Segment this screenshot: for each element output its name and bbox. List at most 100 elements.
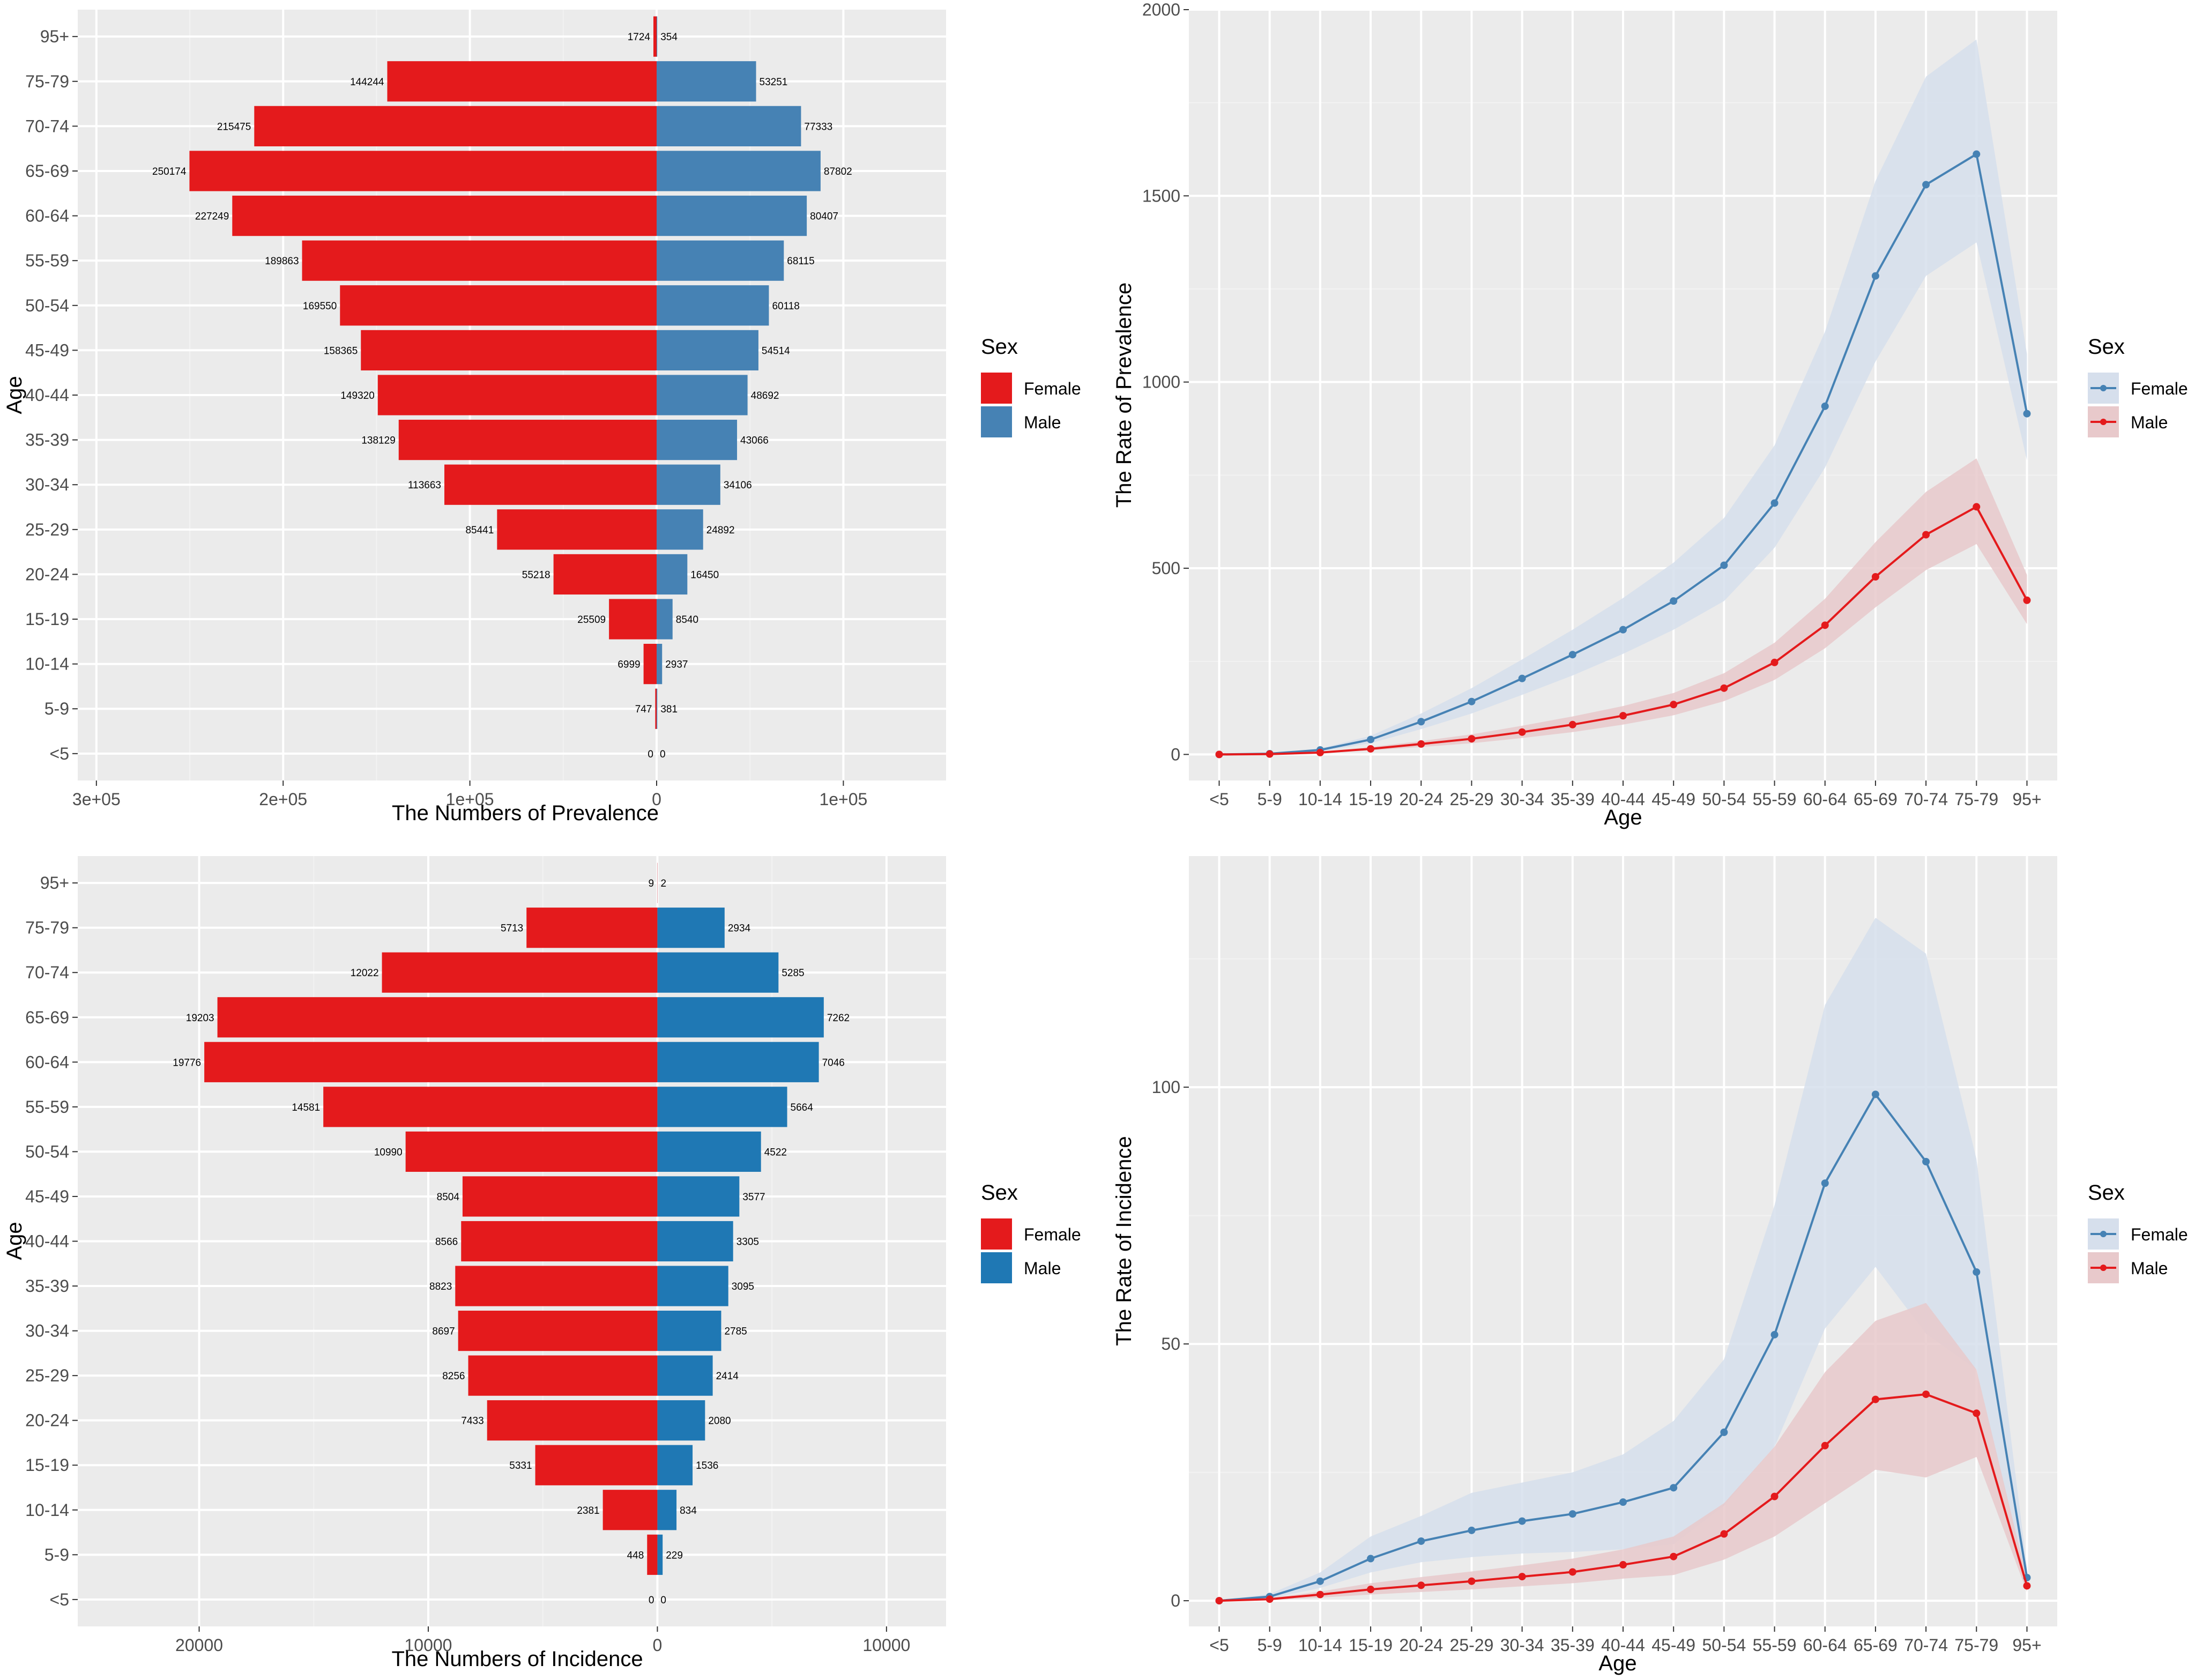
data-label-female: 19203 [186, 1013, 214, 1024]
data-point-male [1568, 720, 1576, 729]
tick-label-x: 50-54 [1702, 790, 1746, 809]
y-axis-title: The Rate of Prevalence [1112, 283, 1136, 508]
bar-female [609, 599, 657, 640]
data-label-female: 158365 [324, 345, 358, 356]
data-point-female [1568, 1510, 1576, 1518]
tick-label-x: 55-59 [1753, 1636, 1797, 1655]
tick-label-y: 30-34 [25, 1321, 69, 1341]
data-label-male: 34106 [724, 480, 752, 491]
legend-label-male: Male [2131, 413, 2168, 432]
bar-male [657, 599, 673, 640]
x-axis-title: Age [1604, 806, 1642, 829]
data-label-male: 77333 [804, 121, 832, 132]
data-point-male [1266, 1595, 1274, 1603]
data-label-male: 24892 [706, 525, 735, 536]
tick-label-x: 5-9 [1258, 1636, 1282, 1655]
bar-male [657, 419, 738, 460]
data-point-female [1973, 150, 1981, 158]
data-point-female [1821, 1179, 1829, 1187]
bar-male [657, 509, 703, 550]
data-label-male: 354 [660, 32, 678, 43]
bar-male [657, 1221, 733, 1262]
data-point-female [1973, 1268, 1981, 1276]
data-point-male [1215, 1597, 1223, 1605]
bar-female [462, 1176, 658, 1217]
tick-label-y: 70-74 [25, 116, 69, 136]
data-label-male: 48692 [751, 390, 779, 402]
data-label-male: 834 [680, 1505, 697, 1517]
data-label-female: 9 [648, 878, 654, 889]
bar-male [657, 151, 821, 191]
bar-male [657, 997, 824, 1038]
data-point-male [1720, 684, 1728, 692]
tick-label-y: 15-19 [25, 609, 69, 629]
bar-male [657, 1176, 740, 1217]
data-label-male: 4522 [764, 1147, 787, 1158]
tick-label-x: 40-44 [1601, 1636, 1645, 1655]
tick-label-y: 50-54 [25, 1142, 69, 1161]
data-point-male [1770, 658, 1779, 666]
bar-female [643, 644, 657, 685]
data-label-male: 2785 [724, 1326, 747, 1337]
bar-female [377, 375, 657, 415]
data-label-male: 60118 [772, 301, 799, 312]
data-label-female: 0 [649, 1595, 654, 1606]
legend-label-male: Male [2131, 1259, 2168, 1278]
tick-label-x: <5 [1209, 790, 1229, 809]
data-point-male [1871, 1395, 1879, 1403]
data-label-male: 229 [666, 1550, 683, 1561]
tick-label-y: 95+ [40, 873, 69, 893]
tick-label-x: 25-29 [1450, 1636, 1494, 1655]
data-point-female [1922, 181, 1930, 189]
data-point-male [2023, 596, 2031, 604]
tick-label-x: 45-49 [1651, 790, 1695, 809]
tick-label-x: 65-69 [1854, 1636, 1898, 1655]
data-label-female: 138129 [361, 435, 395, 447]
legend-title: Sex [981, 335, 1018, 359]
tick-label-x: 10000 [404, 1636, 452, 1655]
tick-label-x: 95+ [2012, 1636, 2041, 1655]
tick-label-y: 65-69 [25, 1008, 69, 1027]
tick-label-x: 75-79 [1954, 1636, 1998, 1655]
bar-female [458, 1310, 658, 1351]
data-point-male [1316, 748, 1324, 756]
data-label-male: 7262 [827, 1013, 850, 1024]
tick-label-x: 0 [652, 790, 661, 809]
bar-male [657, 1490, 677, 1530]
data-point-male [2023, 1582, 2031, 1590]
tick-label-y: 75-79 [25, 72, 69, 91]
tick-label-y: 55-59 [25, 251, 69, 270]
data-label-male: 0 [660, 1595, 666, 1606]
data-point-male [1367, 1586, 1375, 1594]
data-label-male: 2 [661, 878, 667, 889]
legend-key-point [2100, 385, 2107, 391]
tick-label-y: 2000 [1142, 0, 1180, 19]
tick-label-y: 0 [1171, 745, 1180, 764]
tick-label-y: 5-9 [44, 699, 69, 718]
bar-female [526, 908, 658, 948]
bar-male [657, 195, 807, 236]
data-point-male [1922, 1390, 1930, 1398]
data-point-female [1720, 1428, 1728, 1436]
data-point-female [2023, 410, 2031, 418]
legend-label-male: Male [1024, 1259, 1061, 1278]
data-label-male: 68115 [787, 256, 814, 267]
data-point-female [1518, 674, 1526, 682]
data-point-female [1871, 272, 1879, 280]
data-label-female: 169550 [303, 301, 337, 312]
data-label-male: 5664 [791, 1102, 814, 1113]
data-point-female [1720, 561, 1728, 569]
tick-label-x: 25-29 [1450, 790, 1494, 809]
data-label-female: 19776 [173, 1057, 201, 1068]
data-label-female: 189863 [265, 256, 299, 267]
legend-key-female [981, 373, 1012, 404]
data-label-female: 2381 [577, 1505, 599, 1517]
data-point-female [1568, 651, 1576, 659]
data-label-male: 16450 [690, 569, 719, 581]
bar-male [657, 1310, 721, 1351]
tick-label-y: 45-49 [25, 340, 69, 360]
data-label-female: 8823 [429, 1281, 452, 1292]
x-axis-title: Age [1598, 1652, 1636, 1675]
data-label-female: 144244 [350, 77, 384, 88]
